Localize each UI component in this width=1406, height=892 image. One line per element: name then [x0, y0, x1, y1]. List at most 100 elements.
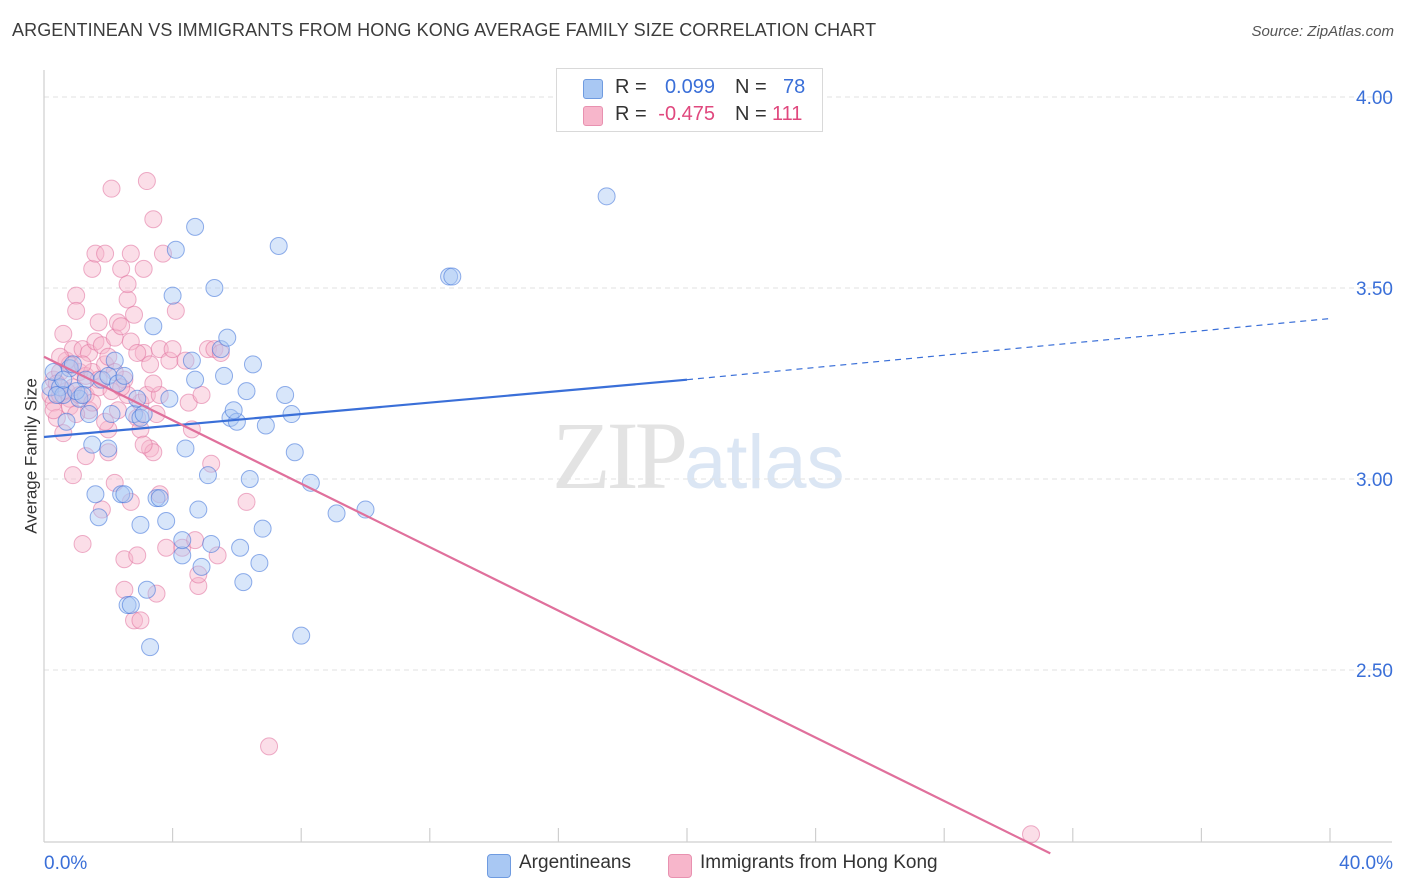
data-point	[128, 546, 147, 565]
data-point	[176, 439, 195, 458]
data-point	[231, 538, 250, 557]
data-point	[202, 534, 221, 553]
data-point	[112, 317, 131, 336]
source-label: Source: ZipAtlas.com	[1251, 23, 1394, 40]
data-point	[134, 435, 153, 454]
data-point	[115, 366, 134, 385]
stats-r-label: R =	[615, 103, 647, 125]
data-point	[99, 443, 118, 462]
y-tick-label: 3.00	[1356, 470, 1393, 491]
data-point	[115, 580, 134, 599]
data-point	[105, 473, 124, 492]
data-point	[182, 351, 201, 370]
data-point	[125, 305, 144, 324]
data-point	[54, 370, 73, 389]
x-tick-label: 0.0%	[44, 853, 87, 874]
data-point	[144, 210, 163, 229]
stats-r-value: 0.099	[664, 76, 715, 98]
data-point	[237, 382, 256, 401]
watermark: ZIPatlas	[552, 400, 845, 511]
data-point	[240, 470, 259, 488]
data-point	[160, 351, 179, 370]
stats-r-label: R =	[615, 76, 647, 98]
data-point	[260, 737, 279, 756]
data-point	[47, 385, 66, 404]
x-tick-label: 40.0%	[1339, 853, 1393, 874]
stats-n-label: N =	[735, 103, 767, 125]
data-point	[218, 328, 237, 347]
data-point	[192, 385, 211, 404]
legend-label-hong-kong: Immigrants from Hong Kong	[700, 852, 938, 873]
tick-labels: 2.50 3.00 3.50 4.00 0.0% 40.0%	[44, 88, 1393, 874]
data-point	[211, 343, 230, 362]
data-point	[186, 370, 205, 389]
y-tick-label: 3.50	[1356, 279, 1393, 300]
data-point	[208, 546, 227, 565]
data-point	[105, 351, 124, 370]
data-point	[141, 355, 160, 374]
data-point	[89, 313, 108, 332]
data-point	[102, 405, 121, 424]
data-point	[137, 580, 156, 599]
legend-swatch-argentineans	[487, 854, 511, 878]
stats-box: R = 0.099 N = 78 R = -0.475 N = 111	[556, 68, 823, 132]
data-point	[67, 286, 86, 305]
data-point	[227, 412, 246, 431]
data-point	[118, 290, 137, 309]
data-point	[269, 236, 288, 255]
data-point	[54, 424, 73, 443]
data-point	[173, 531, 192, 550]
data-point	[215, 366, 234, 385]
data-point	[121, 244, 140, 263]
data-point	[250, 554, 269, 573]
data-point	[99, 366, 118, 385]
data-point	[224, 401, 243, 420]
data-point	[276, 385, 295, 404]
data-point	[96, 412, 115, 431]
trend-lines	[43, 317, 1331, 855]
chart-title: ARGENTINEAN VS IMMIGRANTS FROM HONG KONG…	[12, 20, 877, 40]
trend-line-argentineans	[43, 378, 688, 439]
data-point	[144, 374, 163, 393]
data-point	[144, 443, 163, 462]
data-point	[176, 351, 195, 370]
data-point	[57, 412, 76, 431]
data-point	[102, 179, 121, 198]
data-point	[128, 343, 147, 362]
data-point	[327, 504, 346, 523]
data-point	[237, 492, 256, 511]
data-point	[150, 489, 169, 508]
data-point	[121, 332, 140, 351]
legend-swatch-hong-kong	[668, 854, 692, 878]
data-point	[54, 324, 73, 343]
data-point	[163, 340, 182, 359]
data-point	[99, 439, 118, 458]
data-point	[137, 385, 156, 404]
data-point	[131, 611, 150, 630]
data-point	[112, 259, 131, 278]
stats-swatch-hong-kong	[583, 106, 603, 126]
stats-swatch-argentineans	[583, 79, 603, 99]
data-point	[137, 172, 156, 191]
data-point	[166, 240, 185, 259]
data-point	[134, 259, 153, 278]
data-point	[67, 301, 86, 320]
data-point	[73, 534, 92, 553]
data-point	[86, 244, 105, 263]
data-point	[121, 492, 140, 511]
data-point	[189, 500, 208, 519]
data-point	[147, 584, 166, 603]
data-point	[157, 512, 176, 531]
data-point	[234, 573, 253, 592]
data-point	[205, 279, 224, 297]
data-point	[166, 301, 185, 320]
data-point	[96, 244, 115, 263]
data-point	[157, 538, 176, 557]
data-point	[198, 466, 217, 485]
series-hong-kong-points	[41, 172, 1041, 844]
y-axis-label: Average Family Size	[21, 378, 41, 534]
data-point	[163, 286, 182, 305]
stats-n-value: 78	[783, 76, 806, 98]
trend-line-hong-kong	[43, 355, 1051, 855]
